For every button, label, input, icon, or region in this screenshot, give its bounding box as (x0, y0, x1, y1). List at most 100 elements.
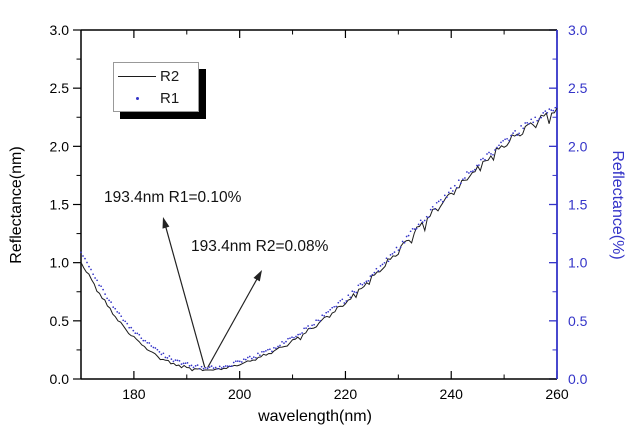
series-r1-dot (321, 314, 324, 317)
series-r1-dot (142, 339, 145, 342)
series-r1-dot (269, 348, 271, 351)
series-r1-dot (516, 134, 518, 136)
series-r1-dot (500, 141, 502, 144)
series-r1-dot (90, 268, 92, 271)
series-r1-dot (403, 241, 406, 244)
series-r1-dot (315, 319, 317, 322)
series-r1-dot (512, 132, 514, 134)
series-r1-dot (100, 285, 102, 288)
series-r1-dot (518, 132, 520, 135)
series-r1-dot (263, 350, 265, 353)
series-r1-dot (255, 356, 257, 359)
series-r1-dot (484, 158, 486, 161)
series-r1-dot (413, 228, 416, 230)
x-tick-label: 240 (440, 386, 464, 402)
series-r1-dot (112, 306, 115, 308)
series-r1-dot (212, 367, 215, 369)
series-r1-dot (419, 219, 422, 222)
series-r1-dot (246, 356, 249, 359)
series-r1-dot (429, 208, 432, 211)
series-r1-dot (86, 261, 88, 264)
series-r1-dot (150, 345, 153, 347)
series-r1-dot (287, 337, 289, 340)
series-r1-dot (200, 365, 203, 368)
series-r1-dot (218, 365, 221, 368)
dot-sample-icon (135, 96, 139, 100)
series-r1-dot (158, 351, 161, 353)
series-r1-dot (472, 170, 474, 172)
series-r1-dot (504, 138, 506, 141)
series-r1-dot (242, 358, 245, 361)
series-r1-dot (375, 267, 378, 270)
series-r1-dot (271, 350, 273, 353)
series-r1-dot (451, 190, 454, 192)
series-r1-dot (496, 146, 498, 149)
y-left-tick-label: 2.5 (50, 80, 70, 96)
series-r1-dot (261, 350, 263, 353)
series-r1-dot (220, 367, 223, 369)
series-r1-dot (166, 357, 169, 359)
series-r1-dot (118, 312, 121, 314)
series-r1-dot (383, 261, 386, 264)
series-r1-dot (466, 171, 468, 173)
series-r1-dot (449, 187, 452, 190)
series-r1-dot (208, 366, 211, 368)
series-r1-dot (494, 149, 496, 151)
series-r1-dot (530, 118, 533, 121)
series-r1-dot (238, 360, 241, 363)
series-r1-dot (267, 348, 269, 351)
series-r1-dot (291, 336, 293, 339)
series-r1-dot (138, 333, 141, 336)
series-r1-dot (411, 227, 414, 230)
series-r1-dot (202, 367, 205, 370)
series-r1-dot (126, 322, 129, 325)
series-r1-dot (232, 361, 235, 364)
x-tick-label: 200 (228, 386, 252, 402)
series-r1-dot (252, 356, 255, 358)
series-r1-dot (359, 283, 362, 285)
y-left-tick-label: 2.0 (50, 138, 70, 154)
series-r1-dot (445, 196, 448, 199)
series-r1-dot (437, 200, 440, 203)
series-r1-dot (106, 297, 108, 300)
series-r1-dot (140, 337, 143, 340)
series-r1-dot (206, 367, 209, 370)
series-r1-dot (210, 365, 213, 367)
series-r1-dot (405, 235, 408, 238)
series-r1-dot (94, 277, 96, 279)
series-r1-dot (148, 342, 151, 344)
series-r1-dot (490, 153, 492, 155)
series-r1-dot (367, 279, 370, 282)
series-r1-dot (351, 290, 354, 293)
series-r1-dot (108, 299, 110, 302)
series-r1-dot (443, 194, 446, 197)
x-tick-label: 220 (334, 386, 358, 402)
x-axis-title: wavelength(nm) (258, 408, 372, 425)
series-r1-dot (293, 336, 295, 339)
series-r1-dot (542, 112, 545, 114)
series-r1-dot (349, 296, 352, 299)
y-left-tick-label: 0.0 (50, 371, 70, 387)
series-r1-dot (379, 265, 382, 267)
series-r1-dot (546, 111, 549, 114)
y-right-tick-label: 3.0 (568, 22, 588, 38)
series-r1-dot (80, 251, 82, 254)
series-r1-dot (544, 110, 547, 112)
series-r1-dot (536, 119, 539, 122)
series-r1-dot (234, 360, 237, 363)
series-r1-dot (345, 300, 348, 302)
series-r1-dot (514, 130, 516, 132)
series-r1-dot (297, 333, 299, 336)
legend-marker-area (114, 75, 160, 77)
series-r1-dot (550, 109, 553, 111)
series-r1-dot (226, 365, 229, 367)
annotation-r1: 193.4nm R1=0.10% (104, 189, 242, 206)
series-r1-dot (301, 332, 303, 334)
series-r1-dot (236, 360, 239, 362)
series-r1-dot (198, 367, 201, 370)
series-r1-dot (154, 347, 157, 349)
right-axis-title: Reflectance(%) (609, 150, 626, 260)
left-axis-title: Reflectance(nm) (8, 146, 25, 264)
